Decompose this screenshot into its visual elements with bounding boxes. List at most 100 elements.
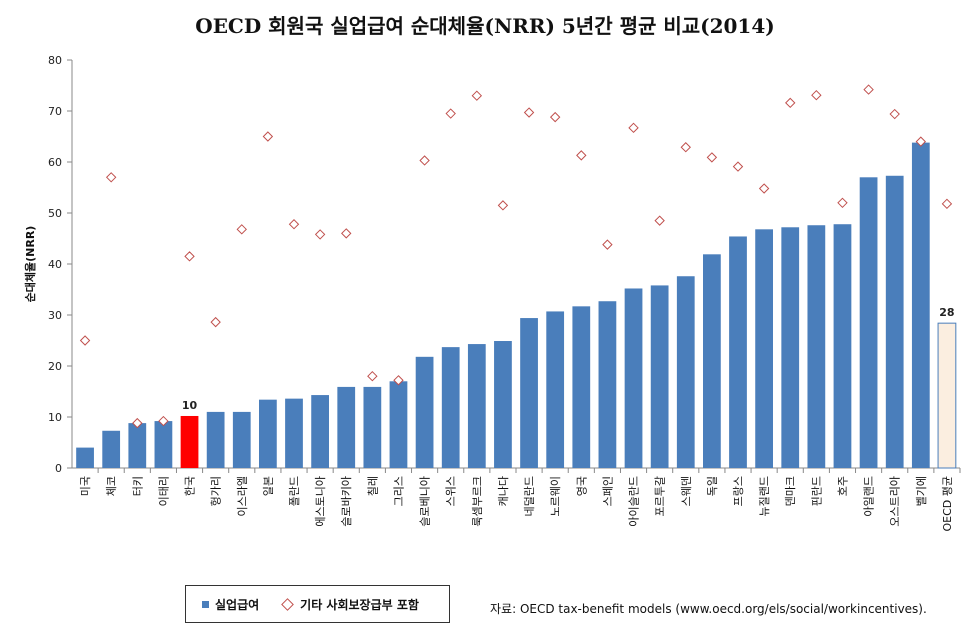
bar-15 (467, 344, 486, 468)
x-tick-label: 영국 (575, 476, 588, 496)
source-note: 자료: OECD tax-benefit models (www.oecd.or… (490, 602, 927, 616)
x-tick-label: 독일 (705, 476, 719, 496)
marker-3 (158, 415, 169, 427)
bar-26 (755, 229, 773, 468)
x-tick-label: 슬로베니아 (419, 476, 432, 527)
x-tick-label: 칠레 (366, 476, 379, 496)
y-tick-label: 50 (48, 207, 62, 220)
marker-15 (471, 90, 483, 101)
marker-20 (602, 239, 613, 250)
marker-9 (314, 229, 326, 240)
marker-32 (915, 136, 927, 147)
legend-bar-label: 실업급여 (215, 597, 260, 612)
bar-3 (154, 421, 173, 468)
y-tick-label: 30 (48, 309, 62, 322)
marker-11 (367, 370, 378, 382)
x-tick-label: 네덜란드 (523, 476, 536, 516)
x-tick-label: 포르투갈 (653, 476, 667, 516)
marker-28 (811, 89, 822, 101)
marker-0 (79, 335, 91, 346)
x-tick-label: 한국 (184, 476, 197, 496)
y-tick-label: 40 (48, 258, 62, 271)
data-label: 28 (939, 306, 954, 319)
bar-33 (937, 322, 957, 469)
x-tick-label: 아일랜드 (862, 476, 876, 516)
x-tick-label: 이태리 (157, 476, 170, 506)
x-tick-label: 터키 (131, 476, 144, 496)
marker-33 (941, 198, 953, 210)
bar-23 (676, 276, 695, 468)
bar-12 (389, 381, 408, 468)
x-tick-label: 캐나다 (497, 476, 510, 506)
bar-17 (520, 318, 538, 468)
y-tick-label: 0 (55, 462, 62, 475)
bar-10 (337, 386, 356, 468)
bar-31 (885, 175, 904, 468)
bar-25 (729, 236, 747, 468)
marker-16 (497, 200, 509, 211)
chart-title: OECD 회원국 실업급여 순대체율(NRR) 5년간 평균 비교(2014) (195, 14, 775, 38)
bar-32 (911, 142, 930, 468)
x-tick-label: 헝가리 (210, 476, 223, 506)
y-tick-label: 80 (48, 54, 62, 67)
bar-27 (781, 227, 800, 468)
y-axis-label: 순대체율(NRR) (23, 226, 37, 303)
x-tick-label: 벨기에 (915, 476, 928, 506)
marker-27 (785, 97, 796, 109)
marker-29 (837, 197, 848, 209)
legend-item-marker: 기타 사회보장급부 포함 (281, 596, 419, 613)
bar-chart: 0 10 20 30 40 50 60 70 80 순대체율(NRR) 미국 체코 터키 이태리 10 한국 헝… (23, 54, 961, 532)
marker-12 (393, 375, 404, 386)
bar-11 (363, 386, 382, 468)
x-tick-label: 스위스 (445, 476, 458, 506)
marker-26 (758, 183, 770, 194)
x-tick-label: 뉴질랜드 (758, 476, 771, 516)
bar-4 (180, 415, 199, 468)
x-tick-label: 에스토니아 (314, 476, 327, 527)
bar-5 (206, 411, 225, 468)
x-tick-label: 폴란드 (288, 476, 301, 506)
x-tick-label: 이스라엘 (236, 476, 249, 516)
bar-0 (76, 447, 94, 468)
bar-19 (572, 306, 591, 468)
x-tick-label: 그리스 (392, 476, 405, 506)
marker-18 (549, 111, 561, 123)
marker-30 (863, 84, 874, 95)
marker-24 (706, 152, 718, 163)
bar-7 (259, 399, 277, 468)
legend-diamond-swatch (281, 597, 295, 611)
marker-1 (105, 172, 117, 183)
marker-21 (628, 122, 639, 134)
x-tick-label: 핀란드 (810, 476, 823, 506)
x-tick-label: 프랑스 (732, 476, 745, 506)
bar-22 (650, 285, 669, 468)
marker-2 (132, 417, 143, 429)
bar-24 (703, 254, 721, 468)
bar-20 (598, 301, 617, 468)
marker-23 (680, 142, 691, 153)
bar-29 (833, 224, 852, 468)
data-label: 10 (182, 399, 198, 412)
x-tick-label: 미국 (79, 476, 92, 496)
x-tick-label: 스웨덴 (680, 476, 693, 506)
x-tick-label: 노르웨이 (549, 476, 562, 516)
marker-31 (889, 108, 900, 120)
x-tick-label: 슬로바키아 (340, 476, 353, 527)
marker-14 (445, 108, 456, 119)
marker-13 (419, 155, 430, 166)
bar-16 (494, 341, 512, 468)
y-tick-label: 20 (48, 360, 62, 373)
x-tick-label: 아이슬란드 (628, 476, 641, 527)
bar-30 (859, 177, 878, 469)
marker-6 (236, 224, 247, 235)
marker-19 (576, 150, 587, 161)
x-tick-label: 스페인 (601, 476, 614, 506)
marker-25 (732, 161, 744, 172)
legend-marker-label: 기타 사회보장급부 포함 (300, 597, 419, 612)
x-tick-label: 체코 (105, 476, 118, 496)
marker-22 (654, 215, 665, 226)
marker-10 (341, 228, 352, 239)
y-tick-label: 60 (48, 156, 62, 169)
bar-14 (441, 347, 460, 468)
x-tick-label: 덴마크 (784, 476, 797, 506)
